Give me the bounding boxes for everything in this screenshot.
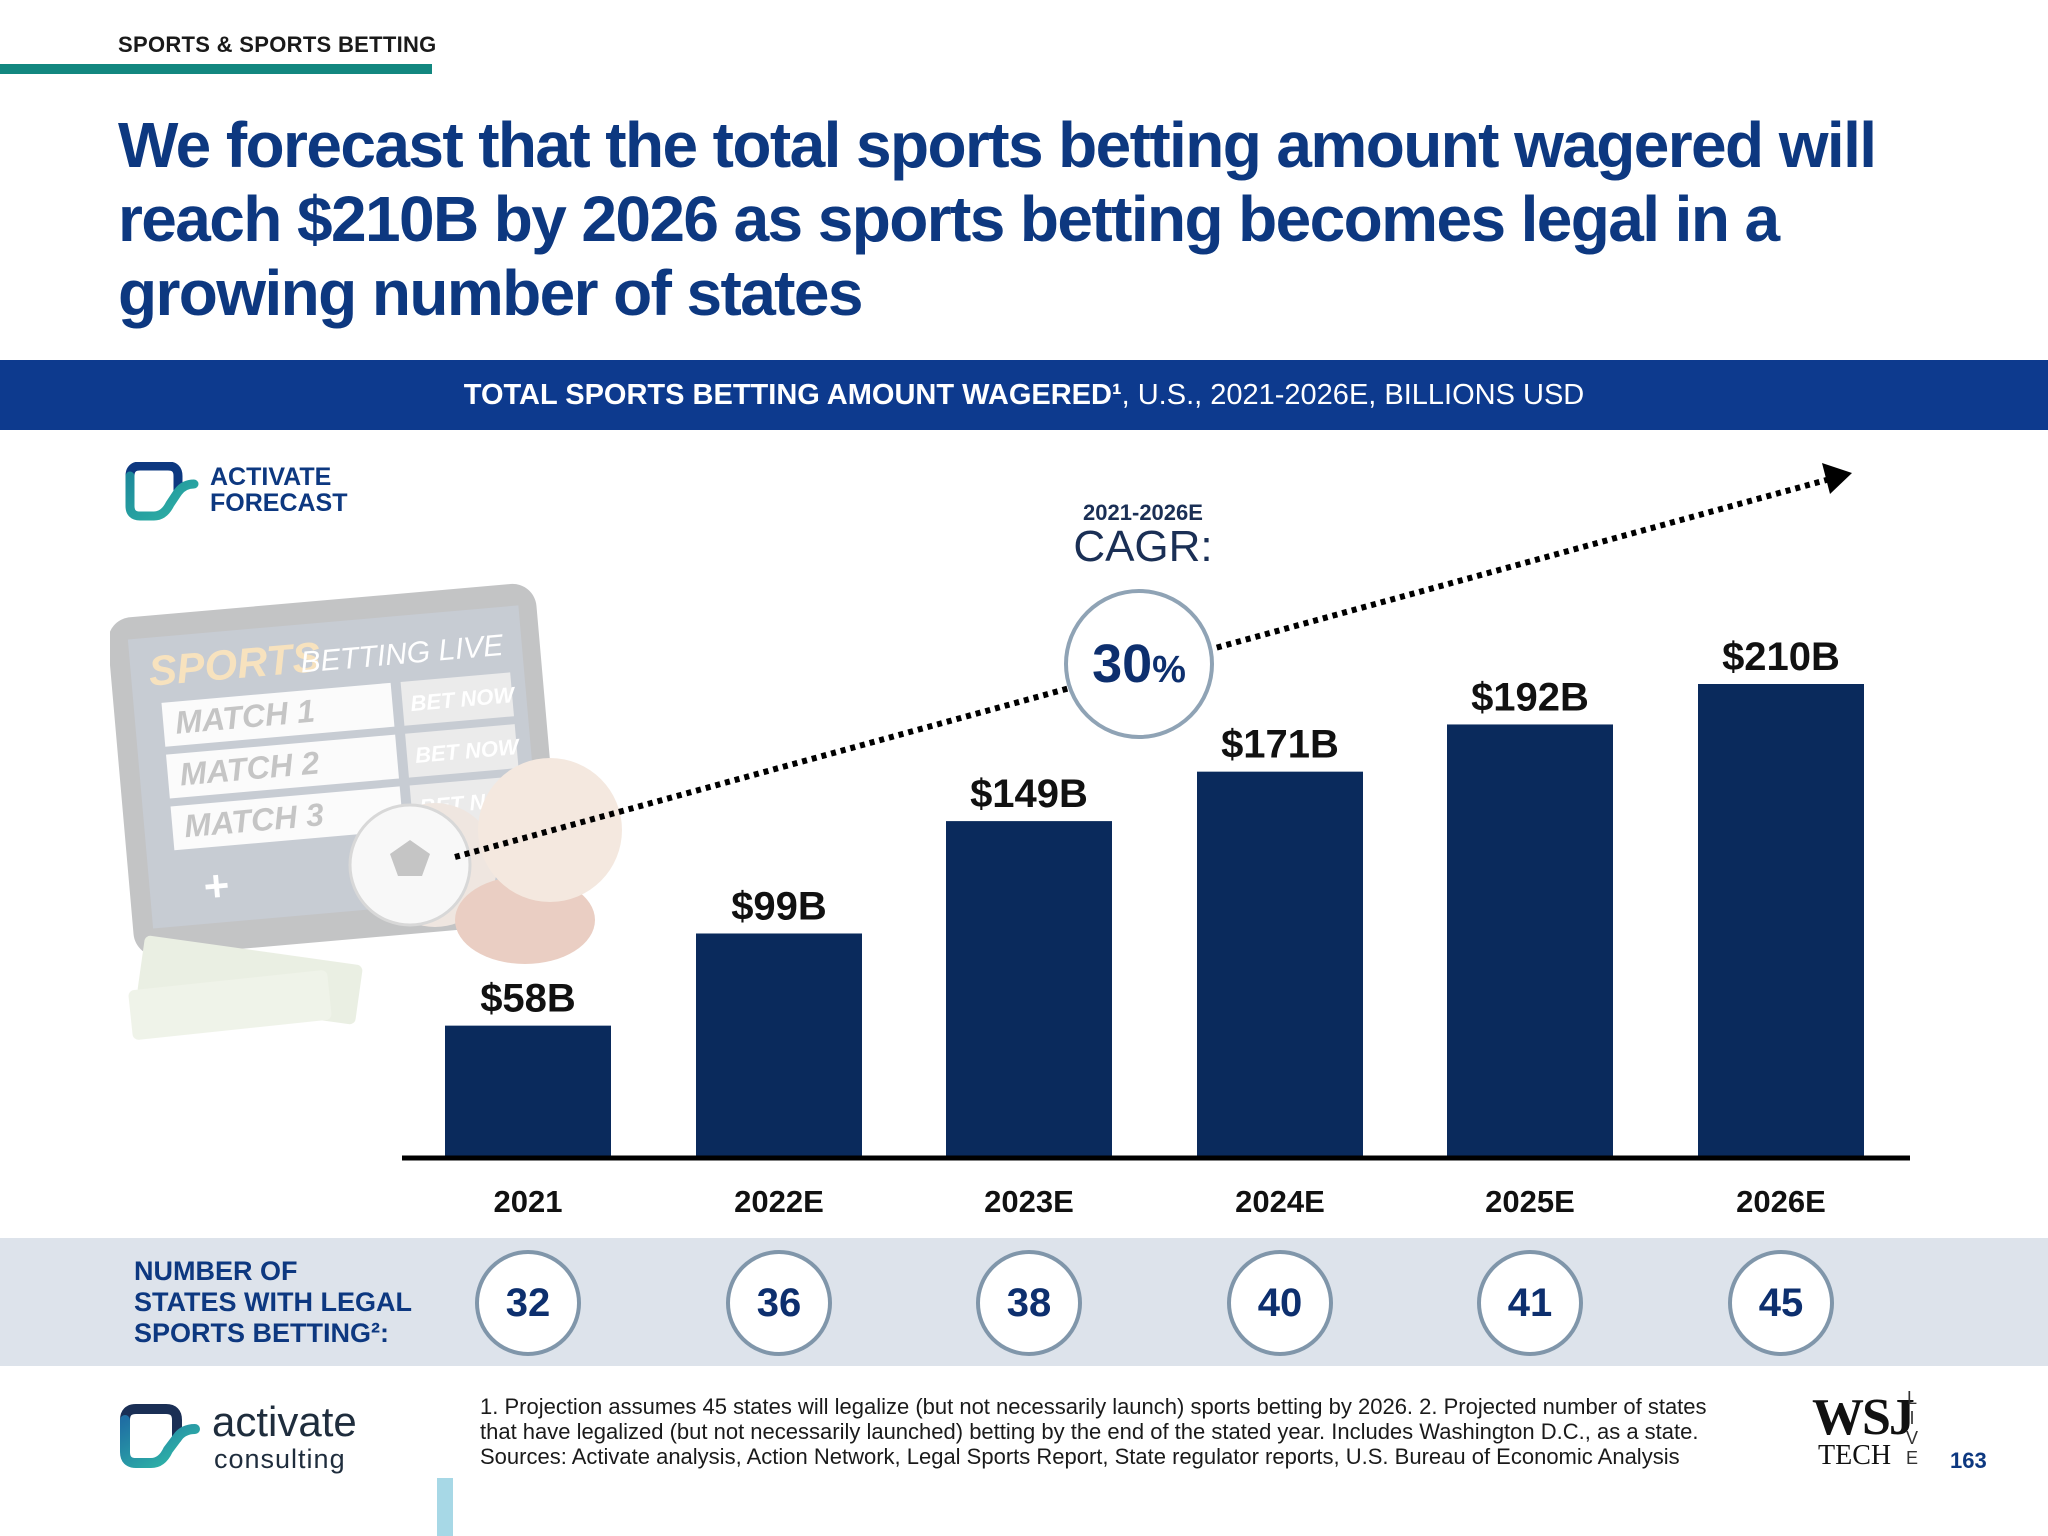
x-tick-label-2021: 2021 <box>494 1184 563 1219</box>
section-label: SPORTS & SPORTS BETTING <box>118 32 437 57</box>
trend-arrowhead <box>1822 463 1852 494</box>
page-accent-bar <box>437 1478 453 1536</box>
chart-title-bold: TOTAL SPORTS BETTING AMOUNT WAGERED¹ <box>463 379 1122 411</box>
tech-wordmark: TECH <box>1818 1440 1892 1471</box>
cagr-unit: % <box>1152 649 1186 691</box>
cagr-value: 30 <box>1092 634 1153 694</box>
footnote-line-1: 1. Projection assumes 45 states will leg… <box>480 1394 1707 1419</box>
states-label: NUMBER OF STATES WITH LEGAL SPORTS BETTI… <box>134 1256 412 1349</box>
data-label-2021: $58B <box>480 977 576 1021</box>
page-number: 163 <box>1950 1448 1987 1473</box>
logo-name: activate <box>212 1398 357 1445</box>
states-count-2021: 32 <box>475 1250 581 1356</box>
x-tick-label-2022E: 2022E <box>734 1184 824 1219</box>
bar-2026E <box>1698 684 1864 1156</box>
states-count-2022E: 36 <box>726 1250 832 1356</box>
footnote-line-3: Sources: Activate analysis, Action Netwo… <box>480 1444 1680 1469</box>
wsj-wordmark: WSJ <box>1812 1389 1915 1446</box>
data-label-2024E: $171B <box>1221 723 1339 767</box>
chart-title-rest: , U.S., 2021-2026E, BILLIONS USD <box>1121 379 1585 411</box>
bar-2023E <box>946 821 1112 1156</box>
activate-logo-icon <box>120 1404 200 1468</box>
states-count-2026E: 45 <box>1728 1250 1834 1356</box>
page-headline: We forecast that the total sports bettin… <box>118 109 1877 329</box>
states-count-2025E: 41 <box>1477 1250 1583 1356</box>
activate-forecast-badge: ACTIVATE FORECAST <box>124 461 348 529</box>
x-tick-label-2023E: 2023E <box>984 1184 1074 1219</box>
bar-2025E <box>1447 724 1613 1156</box>
bar-chart: $58B 2021 $99B 2022E $149B 2023E $171B 2024E $19… <box>402 463 1910 1219</box>
data-label-2022E: $99B <box>731 884 827 928</box>
x-tick-label-2026E: 2026E <box>1736 1184 1826 1219</box>
data-label-2025E: $192B <box>1471 675 1589 719</box>
data-label-2026E: $210B <box>1722 635 1840 679</box>
states-label-line-3: SPORTS BETTING²: <box>134 1318 389 1348</box>
x-tick-label-2024E: 2024E <box>1235 1184 1325 1219</box>
data-label-2023E: $149B <box>970 772 1088 816</box>
bar-2022E <box>696 933 862 1156</box>
activate-forecast-icon <box>125 461 199 521</box>
cagr-value-circle: 30% <box>1064 589 1214 739</box>
badge-line-2: FORECAST <box>210 489 348 517</box>
logo-sub: consulting <box>214 1444 346 1474</box>
states-count-2023E: 38 <box>976 1250 1082 1356</box>
x-tick-label-2025E: 2025E <box>1485 1184 1575 1219</box>
cagr-years: 2021-2026E <box>1083 500 1203 525</box>
footnote-line-2: that have legalized (but not necessarily… <box>480 1419 1699 1444</box>
states-count-2024E: 40 <box>1227 1250 1333 1356</box>
cagr-label: CAGR: <box>1073 522 1213 571</box>
bar-2021 <box>445 1025 611 1156</box>
section-underline <box>0 64 432 74</box>
chart-title-banner: TOTAL SPORTS BETTING AMOUNT WAGERED¹, U.… <box>0 360 2048 430</box>
states-label-line-2: STATES WITH LEGAL <box>134 1287 412 1317</box>
activate-forecast-text: ACTIVATE FORECAST <box>210 464 348 516</box>
svg-text:+: + <box>202 861 232 912</box>
bar-2024E <box>1197 771 1363 1156</box>
states-label-line-1: NUMBER OF <box>134 1256 298 1286</box>
badge-line-1: ACTIVATE <box>210 463 332 491</box>
sports-betting-tablet-illustration: SPORTS BETTING LIVE MATCH 1 MATCH 2 MATC… <box>110 583 622 1040</box>
footnotes: 1. Projection assumes 45 states will leg… <box>480 1394 1810 1469</box>
activate-consulting-logo: activate consulting <box>118 1398 357 1477</box>
